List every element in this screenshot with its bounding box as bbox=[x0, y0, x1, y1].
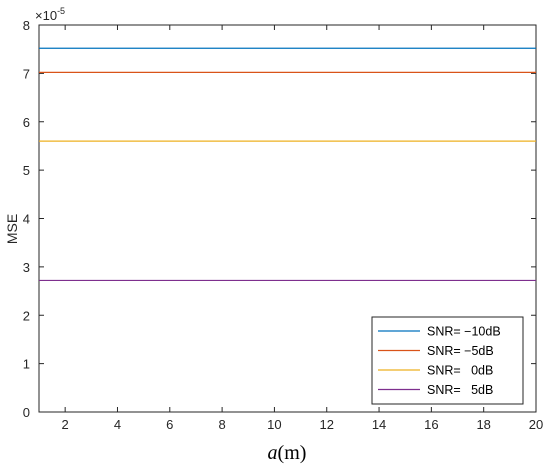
legend-label-4: SNR= 5dB bbox=[427, 383, 493, 397]
x-tick-label: 8 bbox=[218, 417, 225, 432]
x-tick-label: 10 bbox=[267, 417, 281, 432]
y-tick-label: 0 bbox=[23, 405, 30, 420]
x-axis-label: a(m) bbox=[268, 442, 307, 464]
x-tick-label: 6 bbox=[166, 417, 173, 432]
x-tick-label: 16 bbox=[424, 417, 438, 432]
y-tick-label: 4 bbox=[23, 212, 30, 227]
y-tick-label: 3 bbox=[23, 260, 30, 275]
x-tick-label: 12 bbox=[320, 417, 334, 432]
x-tick-label: 2 bbox=[62, 417, 69, 432]
y-tick-label: 5 bbox=[23, 163, 30, 178]
y-tick-label: 6 bbox=[23, 115, 30, 130]
legend-label-3: SNR= 0dB bbox=[427, 364, 493, 378]
y-axis-label: MSE bbox=[4, 214, 20, 244]
y-tick-label: 8 bbox=[23, 18, 30, 33]
x-tick-label: 20 bbox=[529, 417, 543, 432]
x-tick-label: 14 bbox=[372, 417, 386, 432]
y-tick-label: 7 bbox=[23, 66, 30, 81]
x-tick-label: 4 bbox=[114, 417, 121, 432]
x-tick-label: 18 bbox=[476, 417, 490, 432]
legend-label-2: SNR= −5dB bbox=[427, 344, 494, 358]
y-tick-label: 1 bbox=[23, 357, 30, 372]
y-exponent-label: ×10-5 bbox=[35, 6, 65, 23]
y-tick-label: 2 bbox=[23, 308, 30, 323]
legend-label-1: SNR= −10dB bbox=[427, 325, 501, 339]
